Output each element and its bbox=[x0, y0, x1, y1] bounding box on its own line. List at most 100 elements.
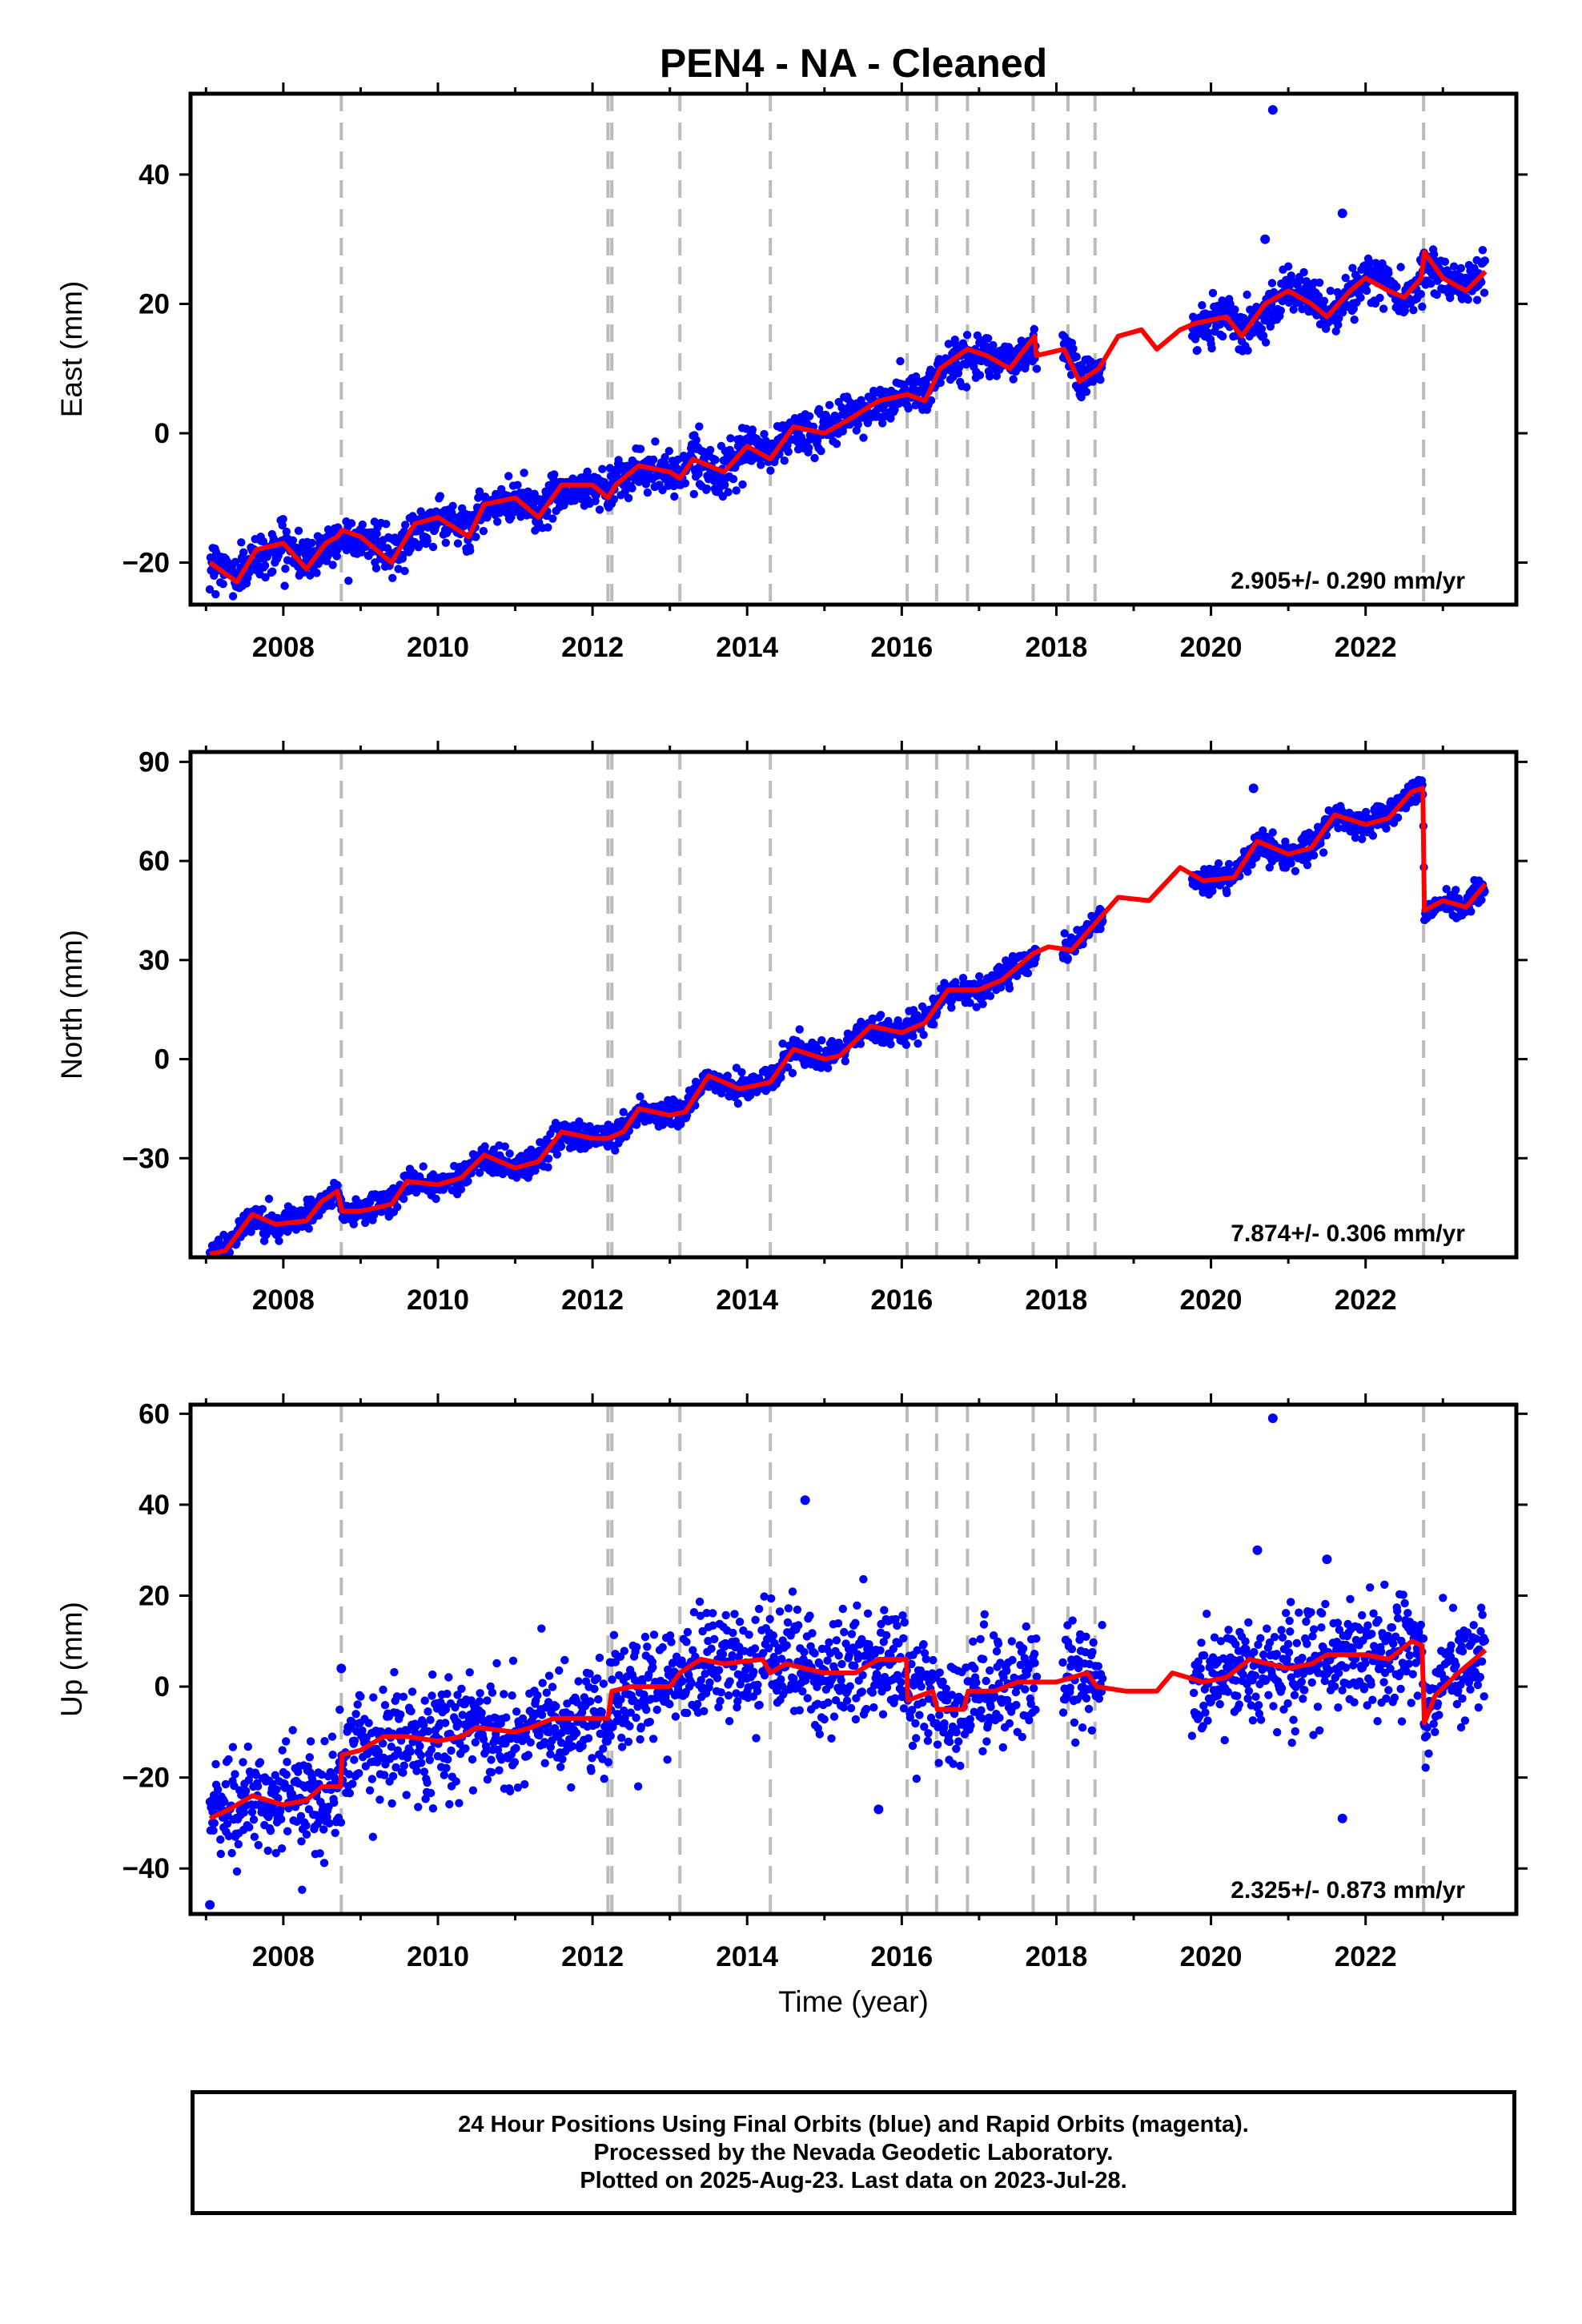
position-point bbox=[520, 1779, 529, 1789]
position-point bbox=[428, 1804, 438, 1813]
y-tick-label: 90 bbox=[139, 746, 170, 778]
position-point bbox=[350, 1736, 359, 1745]
position-point bbox=[328, 561, 337, 569]
position-point bbox=[407, 1707, 416, 1715]
position-point bbox=[649, 455, 658, 464]
position-point bbox=[1243, 290, 1251, 300]
position-point bbox=[617, 1743, 627, 1751]
position-point bbox=[399, 1692, 408, 1701]
position-point bbox=[328, 1751, 337, 1759]
position-point bbox=[504, 472, 513, 480]
position-point bbox=[317, 1770, 326, 1779]
position-point bbox=[901, 1040, 911, 1049]
position-point bbox=[620, 1647, 628, 1655]
position-point bbox=[451, 1703, 460, 1712]
outlier-point bbox=[1337, 208, 1347, 219]
position-point bbox=[421, 1795, 430, 1803]
position-point bbox=[626, 1708, 635, 1717]
position-point bbox=[298, 1885, 307, 1894]
position-point bbox=[544, 1163, 552, 1172]
position-point bbox=[588, 1754, 596, 1763]
position-point bbox=[408, 1687, 417, 1696]
position-point bbox=[388, 573, 397, 582]
position-point bbox=[483, 1775, 492, 1784]
position-point bbox=[989, 340, 998, 350]
daily-positions bbox=[205, 1413, 1490, 1910]
position-point bbox=[231, 1770, 239, 1779]
position-point bbox=[904, 404, 913, 413]
position-point bbox=[1259, 332, 1268, 340]
position-point bbox=[374, 1747, 383, 1756]
position-point bbox=[670, 492, 679, 501]
position-point bbox=[453, 1691, 462, 1699]
position-point bbox=[347, 519, 356, 528]
position-point bbox=[1338, 308, 1347, 317]
position-point bbox=[520, 468, 528, 477]
position-point bbox=[778, 1039, 787, 1048]
position-point bbox=[648, 1735, 658, 1743]
position-point bbox=[427, 1745, 436, 1755]
position-point bbox=[669, 1659, 677, 1667]
position-point bbox=[219, 580, 227, 589]
position-point bbox=[466, 546, 475, 555]
position-point bbox=[345, 1789, 355, 1798]
position-point bbox=[1356, 293, 1365, 302]
position-point bbox=[625, 1722, 634, 1731]
position-point bbox=[651, 437, 660, 446]
position-point bbox=[336, 1818, 346, 1827]
position-point bbox=[856, 1039, 865, 1048]
position-point bbox=[1442, 885, 1451, 894]
position-point bbox=[420, 1696, 429, 1705]
position-point bbox=[372, 529, 381, 538]
position-point bbox=[729, 475, 738, 484]
position-point bbox=[471, 1738, 480, 1747]
position-point bbox=[583, 467, 592, 476]
position-point bbox=[277, 1815, 286, 1823]
position-point bbox=[461, 1744, 470, 1753]
position-point bbox=[513, 1783, 522, 1792]
position-point bbox=[261, 573, 270, 582]
position-point bbox=[1207, 344, 1216, 353]
position-point bbox=[1456, 263, 1466, 273]
position-point bbox=[507, 513, 516, 521]
position-point bbox=[365, 1786, 375, 1795]
y-tick-label: 30 bbox=[139, 945, 170, 976]
position-point bbox=[500, 1690, 508, 1699]
position-point bbox=[205, 585, 215, 594]
daily-positions bbox=[205, 105, 1490, 601]
position-point bbox=[227, 1848, 236, 1858]
position-point bbox=[390, 1667, 399, 1677]
position-point bbox=[320, 1737, 329, 1746]
velocity-rate-label: 2.905+/- 0.290 mm/yr bbox=[1231, 568, 1465, 594]
position-point bbox=[382, 520, 391, 529]
position-point bbox=[448, 501, 457, 510]
position-point bbox=[1060, 929, 1069, 938]
position-point bbox=[275, 1236, 283, 1245]
position-point bbox=[1409, 306, 1418, 315]
position-point bbox=[784, 447, 793, 456]
position-point bbox=[529, 500, 538, 509]
position-point bbox=[1472, 296, 1482, 304]
x-tick-label: 2022 bbox=[1335, 632, 1397, 663]
position-point bbox=[211, 589, 220, 599]
position-point bbox=[944, 340, 954, 348]
position-point bbox=[1096, 376, 1105, 384]
position-point bbox=[544, 523, 552, 532]
model-fit-line bbox=[209, 786, 1488, 1256]
position-point bbox=[234, 1839, 243, 1849]
position-point bbox=[614, 456, 623, 464]
position-point bbox=[1393, 813, 1403, 822]
position-point bbox=[483, 1696, 492, 1705]
position-point bbox=[472, 533, 480, 541]
outlier-point bbox=[1248, 783, 1259, 794]
position-point bbox=[253, 1782, 263, 1791]
position-point bbox=[558, 1755, 567, 1763]
position-point bbox=[1368, 831, 1378, 840]
position-point bbox=[1287, 858, 1295, 868]
position-point bbox=[289, 1793, 299, 1802]
position-point bbox=[616, 1695, 625, 1704]
position-point bbox=[947, 995, 957, 1005]
position-point bbox=[896, 356, 905, 366]
position-point bbox=[282, 1737, 291, 1746]
